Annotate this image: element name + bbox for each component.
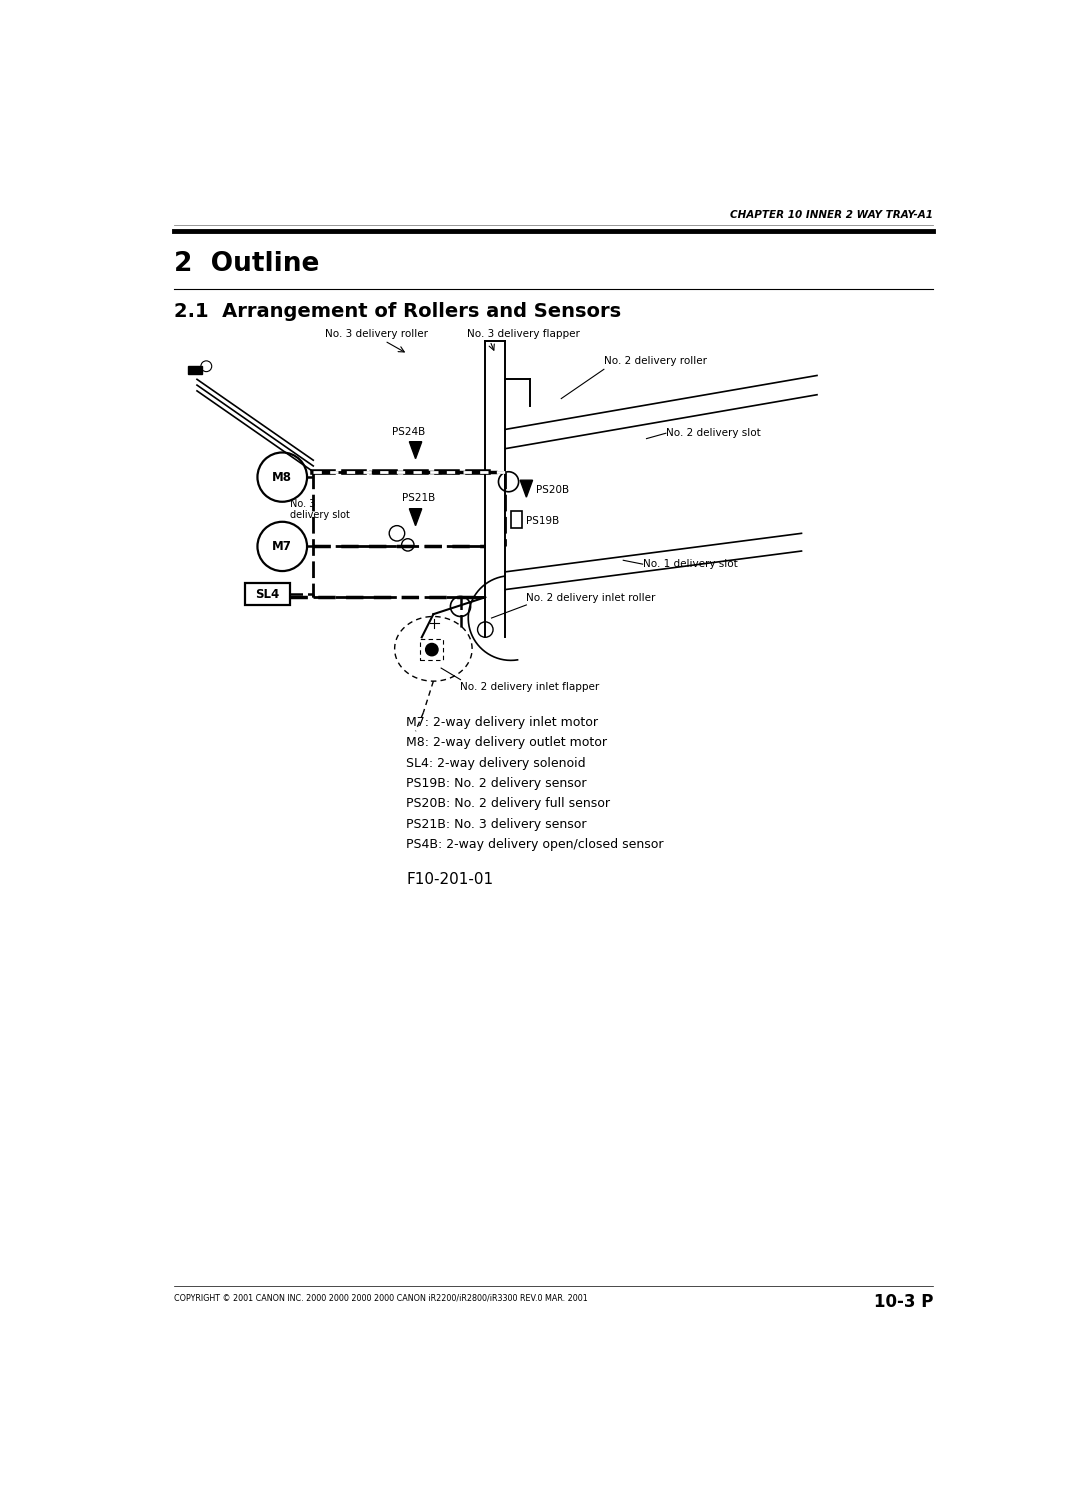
Text: No. 2 delivery roller: No. 2 delivery roller xyxy=(604,357,707,366)
Text: M8: 2-way delivery outlet motor: M8: 2-way delivery outlet motor xyxy=(406,736,607,750)
Text: 10-3 P: 10-3 P xyxy=(874,1293,933,1311)
Text: No. 1 delivery slot: No. 1 delivery slot xyxy=(643,559,738,569)
Text: M8: M8 xyxy=(272,470,293,484)
Text: M7: M7 xyxy=(272,540,293,553)
Text: SL4: SL4 xyxy=(255,588,280,600)
Text: No. 2 delivery inlet roller: No. 2 delivery inlet roller xyxy=(526,593,656,603)
Text: M7: 2-way delivery inlet motor: M7: 2-way delivery inlet motor xyxy=(406,715,598,729)
Text: PS19B: No. 2 delivery sensor: PS19B: No. 2 delivery sensor xyxy=(406,777,586,791)
Text: PS21B: PS21B xyxy=(403,493,435,502)
Text: 2.1  Arrangement of Rollers and Sensors: 2.1 Arrangement of Rollers and Sensors xyxy=(174,302,621,322)
Text: COPYRIGHT © 2001 CANON INC. 2000 2000 2000 2000 CANON iR2200/iR2800/iR3300 REV.0: COPYRIGHT © 2001 CANON INC. 2000 2000 20… xyxy=(174,1293,588,1302)
Text: F10-201-01: F10-201-01 xyxy=(406,872,494,888)
Text: No. 2 delivery inlet flapper: No. 2 delivery inlet flapper xyxy=(460,682,599,692)
Bar xyxy=(245,584,291,605)
Bar xyxy=(188,366,202,373)
Polygon shape xyxy=(409,442,422,458)
Circle shape xyxy=(426,644,438,656)
Polygon shape xyxy=(409,508,422,526)
Text: PS20B: PS20B xyxy=(537,485,569,494)
Text: PS21B: No. 3 delivery sensor: PS21B: No. 3 delivery sensor xyxy=(406,818,586,832)
Circle shape xyxy=(402,538,414,550)
Text: No. 3
delivery slot: No. 3 delivery slot xyxy=(291,499,350,520)
Text: PS24B: PS24B xyxy=(392,426,426,437)
Text: CHAPTER 10 INNER 2 WAY TRAY-A1: CHAPTER 10 INNER 2 WAY TRAY-A1 xyxy=(730,210,933,219)
Polygon shape xyxy=(521,481,532,497)
Text: PS4B: 2-way delivery open/closed sensor: PS4B: 2-way delivery open/closed sensor xyxy=(406,838,664,851)
Text: PS20B: No. 2 delivery full sensor: PS20B: No. 2 delivery full sensor xyxy=(406,797,610,810)
Text: 2  Outline: 2 Outline xyxy=(174,251,319,277)
Text: PS19B: PS19B xyxy=(526,516,559,526)
Text: No. 2 delivery slot: No. 2 delivery slot xyxy=(666,428,760,438)
Text: No. 3 delivery roller: No. 3 delivery roller xyxy=(325,330,428,339)
Text: No. 3 delivery flapper: No. 3 delivery flapper xyxy=(467,330,580,339)
Text: SL4: 2-way delivery solenoid: SL4: 2-way delivery solenoid xyxy=(406,756,585,770)
Bar xyxy=(511,511,522,528)
Bar xyxy=(420,638,444,661)
